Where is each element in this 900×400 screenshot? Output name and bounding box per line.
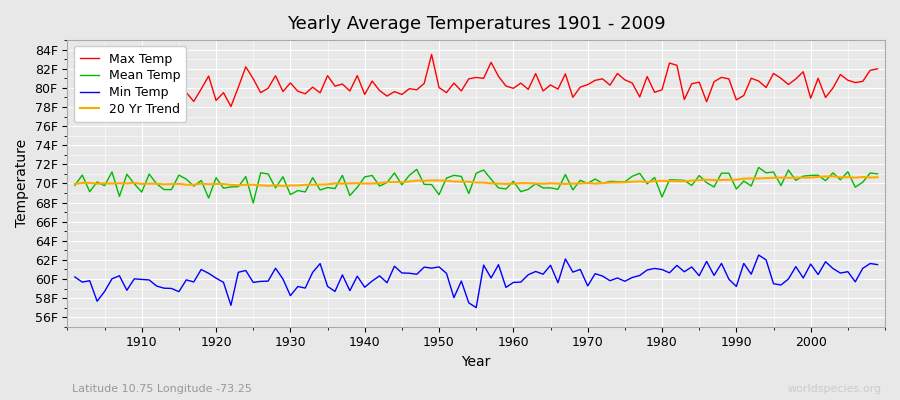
Text: Latitude 10.75 Longitude -73.25: Latitude 10.75 Longitude -73.25: [72, 384, 252, 394]
Mean Temp: [753, 165, 764, 170]
Min Temp: [69, 274, 80, 279]
Max Temp: [300, 91, 310, 96]
Line: Max Temp: Max Temp: [75, 54, 878, 107]
Mean Temp: [69, 183, 80, 188]
Max Temp: [136, 91, 147, 96]
Min Temp: [872, 262, 883, 267]
X-axis label: Year: Year: [462, 355, 490, 369]
20 Yr Trend: [300, 182, 310, 187]
20 Yr Trend: [277, 184, 288, 188]
Line: Mean Temp: Mean Temp: [75, 168, 878, 203]
Mean Temp: [508, 179, 518, 184]
20 Yr Trend: [69, 182, 80, 186]
Max Temp: [516, 81, 526, 86]
Max Temp: [612, 71, 623, 76]
Min Temp: [508, 280, 518, 285]
Max Temp: [69, 87, 80, 92]
Min Temp: [337, 272, 347, 277]
Min Temp: [471, 305, 482, 310]
20 Yr Trend: [508, 181, 518, 186]
20 Yr Trend: [345, 181, 356, 186]
Mean Temp: [605, 179, 616, 184]
Min Temp: [129, 276, 140, 281]
20 Yr Trend: [872, 175, 883, 180]
Mean Temp: [248, 201, 258, 206]
Max Temp: [345, 88, 356, 93]
Mean Temp: [129, 182, 140, 186]
Legend: Max Temp, Mean Temp, Min Temp, 20 Yr Trend: Max Temp, Mean Temp, Min Temp, 20 Yr Tre…: [74, 46, 186, 122]
Mean Temp: [516, 189, 526, 194]
Mean Temp: [872, 172, 883, 176]
20 Yr Trend: [828, 174, 839, 179]
Min Temp: [292, 284, 303, 289]
Title: Yearly Average Temperatures 1901 - 2009: Yearly Average Temperatures 1901 - 2009: [287, 15, 665, 33]
Min Temp: [753, 253, 764, 258]
Max Temp: [523, 87, 534, 92]
Max Temp: [85, 105, 95, 110]
Line: 20 Yr Trend: 20 Yr Trend: [75, 176, 878, 186]
Mean Temp: [345, 193, 356, 198]
20 Yr Trend: [516, 181, 526, 186]
20 Yr Trend: [129, 180, 140, 185]
Y-axis label: Temperature: Temperature: [15, 139, 29, 228]
Min Temp: [516, 280, 526, 284]
Max Temp: [872, 66, 883, 71]
Mean Temp: [300, 190, 310, 194]
Text: worldspecies.org: worldspecies.org: [788, 384, 882, 394]
Max Temp: [427, 52, 437, 57]
Line: Min Temp: Min Temp: [75, 255, 878, 308]
20 Yr Trend: [605, 180, 616, 185]
Min Temp: [605, 278, 616, 283]
